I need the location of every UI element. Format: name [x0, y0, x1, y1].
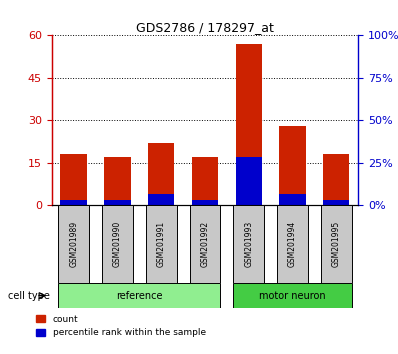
Bar — [148, 194, 174, 205]
Bar — [279, 194, 306, 205]
Bar — [192, 157, 218, 205]
FancyBboxPatch shape — [102, 205, 133, 283]
Bar — [104, 157, 131, 205]
FancyBboxPatch shape — [189, 205, 220, 283]
Text: GSM201994: GSM201994 — [288, 221, 297, 267]
Bar — [192, 200, 218, 205]
Text: GSM201992: GSM201992 — [201, 221, 209, 267]
Text: GSM201993: GSM201993 — [244, 221, 253, 267]
FancyBboxPatch shape — [277, 205, 308, 283]
Text: cell type: cell type — [8, 291, 50, 301]
Text: reference: reference — [116, 291, 162, 301]
Bar — [236, 157, 262, 205]
Bar — [104, 200, 131, 205]
Title: GDS2786 / 178297_at: GDS2786 / 178297_at — [136, 21, 274, 34]
Text: motor neuron: motor neuron — [259, 291, 326, 301]
Bar — [323, 154, 349, 205]
Text: GSM201989: GSM201989 — [69, 221, 78, 267]
FancyBboxPatch shape — [233, 205, 264, 283]
Bar — [60, 154, 87, 205]
FancyBboxPatch shape — [59, 283, 220, 308]
Bar — [323, 200, 349, 205]
FancyBboxPatch shape — [59, 205, 89, 283]
FancyBboxPatch shape — [233, 283, 351, 308]
Text: GSM201995: GSM201995 — [332, 221, 341, 267]
FancyBboxPatch shape — [146, 205, 176, 283]
Bar — [236, 44, 262, 205]
FancyBboxPatch shape — [321, 205, 352, 283]
Text: GSM201991: GSM201991 — [157, 221, 166, 267]
Bar — [60, 200, 87, 205]
Bar — [148, 143, 174, 205]
Text: GSM201990: GSM201990 — [113, 221, 122, 267]
Bar — [279, 126, 306, 205]
Legend: count, percentile rank within the sample: count, percentile rank within the sample — [36, 315, 206, 337]
